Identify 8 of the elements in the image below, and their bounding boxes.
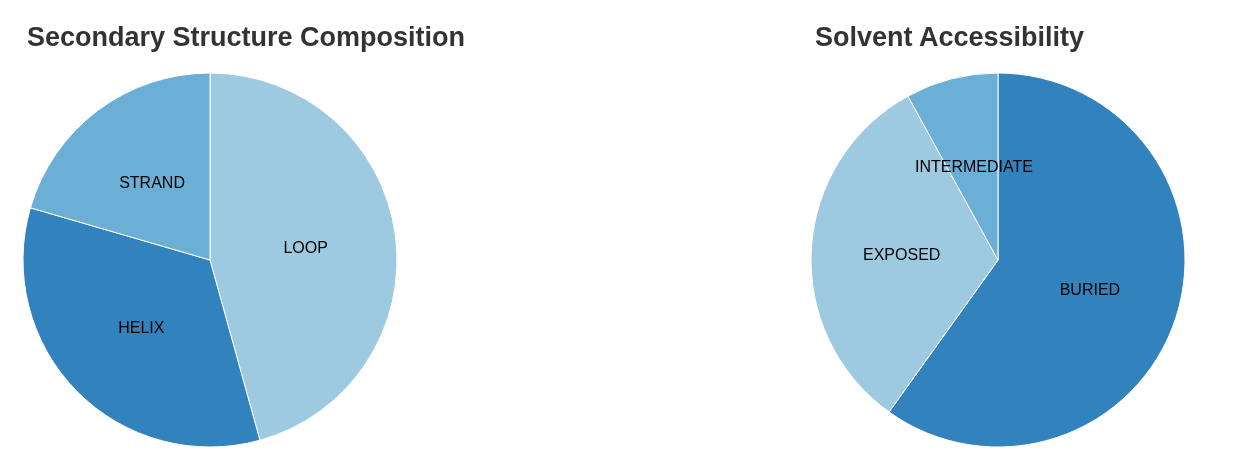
slice-label: LOOP — [283, 238, 328, 256]
slice-label: INTERMEDIATE — [915, 158, 1033, 176]
slice-label: EXPOSED — [862, 245, 941, 263]
slice-label: STRAND — [119, 174, 185, 192]
chart-title: Solvent Accessibility — [815, 21, 1085, 52]
slice-label: BURIED — [1059, 281, 1121, 299]
slice-label: HELIX — [118, 319, 165, 337]
chart-title: Secondary Structure Composition — [27, 21, 466, 52]
